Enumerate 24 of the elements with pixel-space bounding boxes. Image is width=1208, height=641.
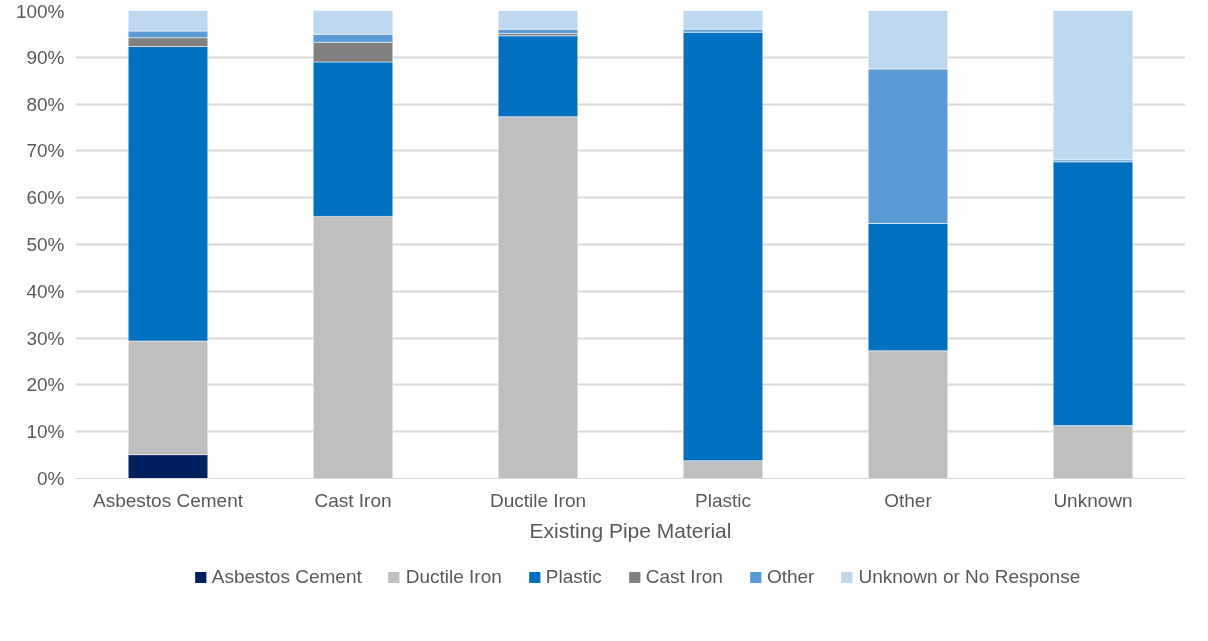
x-tick-label: Plastic [695, 489, 751, 511]
x-tick-label: Ductile Iron [489, 489, 587, 511]
legend-label: Other [766, 566, 815, 588]
legend-label: Cast Iron [645, 566, 723, 588]
x-tick-label: Asbestos Cement [93, 489, 244, 511]
y-tick-label: 0% [37, 468, 65, 489]
x-tick-label: Cast Iron [314, 489, 392, 511]
y-tick-label: 10% [26, 421, 65, 443]
x-axis-title: Existing Pipe Material [529, 518, 732, 542]
y-tick-label: 70% [26, 140, 65, 162]
legend-label: Asbestos Cement [211, 566, 362, 588]
x-tick-label: Other [884, 489, 933, 511]
y-tick-label: 90% [26, 46, 65, 68]
y-tick-label: 60% [26, 187, 65, 209]
legend-label: Plastic [545, 566, 602, 588]
legend-label: Unknown or No Response [858, 566, 1081, 588]
y-tick-label: 100% [15, 0, 65, 22]
y-tick-label: 80% [26, 93, 65, 115]
x-tick-label: Unknown [1053, 489, 1133, 511]
y-tick-label: 40% [26, 280, 65, 302]
y-tick-label: 30% [26, 327, 65, 349]
y-tick-label: 20% [26, 374, 65, 396]
legend-label: Ductile Iron [405, 566, 502, 588]
y-tick-label: 50% [26, 234, 65, 255]
